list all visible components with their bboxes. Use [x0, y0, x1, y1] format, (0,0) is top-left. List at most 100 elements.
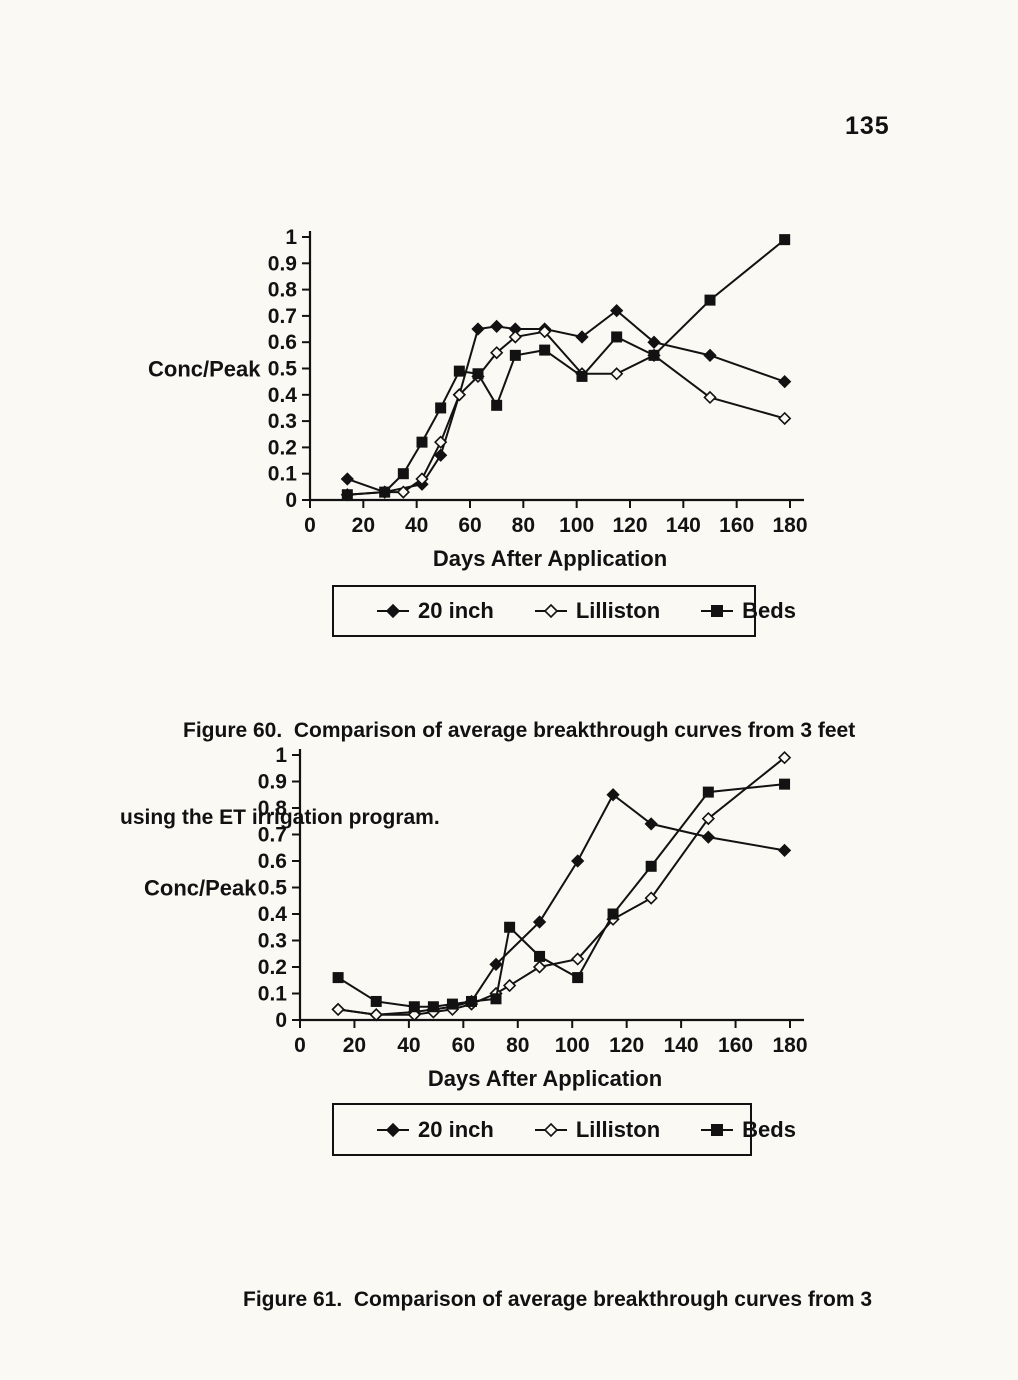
legend-item-beds: Beds [700, 598, 796, 624]
open-diamond-marker [610, 367, 624, 381]
open-diamond-marker [452, 388, 466, 402]
filled-square-marker [576, 370, 588, 382]
open-diamond-marker [538, 325, 552, 339]
x-tick-label: 100 [555, 1034, 590, 1057]
y-tick-label: 0.9 [268, 252, 297, 275]
x-tick-label: 60 [458, 514, 481, 537]
filled-square-marker [534, 950, 546, 962]
filled-diamond-marker [647, 335, 661, 349]
filled-diamond-icon [377, 1122, 409, 1137]
figure-60-caption-line1: Figure 60. Comparison of average breakth… [183, 719, 856, 742]
filled-square-marker [648, 349, 660, 361]
open-diamond-marker [777, 751, 792, 765]
open-diamond-marker [543, 1122, 558, 1137]
filled-diamond-marker [490, 319, 504, 334]
filled-square-marker [379, 486, 391, 498]
y-tick-label: 0.8 [268, 279, 298, 302]
x-tick-label: 20 [352, 514, 375, 537]
x-tick-label: 180 [772, 1034, 807, 1057]
figure-61-chart: 0 0.1 0.2 0.3 0.4 0.5 0.6 0.7 0.8 0.9 1 0 20 40 60 80 10… [140, 740, 840, 1092]
filled-diamond-marker [434, 448, 448, 462]
filled-diamond-marker [532, 915, 547, 929]
figure-61-legend: 20 inch Lilliston Beds [332, 1103, 796, 1156]
filled-square-marker [539, 344, 551, 356]
x-tick-label: 80 [512, 514, 535, 537]
x-tick-label: 0 [294, 1034, 306, 1057]
open-diamond-icon [534, 1122, 567, 1137]
open-diamond-marker [331, 1002, 345, 1017]
legend-label: Beds [742, 598, 796, 623]
series-line-beds [337, 783, 785, 1008]
x-tick-label: 140 [666, 514, 701, 537]
x-tick-label: 0 [304, 514, 316, 537]
filled-square-marker [490, 993, 502, 1005]
y-tick-label: 0 [275, 1009, 287, 1032]
filled-square-marker [491, 399, 503, 411]
filled-square-marker [645, 860, 657, 872]
legend-item-20-inch: 20 inch [376, 598, 494, 624]
open-diamond-marker [571, 952, 585, 966]
y-tick-label: 1 [285, 226, 297, 249]
y-tick-label: 0.8 [258, 797, 288, 820]
y-tick-label: 0.3 [268, 410, 297, 433]
legend-label: Lilliston [575, 598, 661, 623]
open-diamond-marker [701, 811, 715, 826]
x-tick-label: 80 [506, 1034, 529, 1057]
open-diamond-marker [502, 978, 517, 993]
filled-square-marker [341, 489, 353, 501]
filled-square-marker [435, 402, 447, 414]
filled-square-marker [446, 998, 458, 1010]
filled-square-marker [416, 436, 428, 448]
figure-60-caption: Figure 60. Comparison of average breakth… [120, 658, 910, 890]
series-line-lilliston [347, 330, 785, 496]
x-tick-label: 120 [609, 1034, 644, 1057]
legend-item-beds: Beds [700, 1117, 796, 1143]
y-tick-label: 1 [275, 744, 287, 767]
open-diamond-marker [396, 485, 410, 499]
y-tick-label: 0.5 [258, 877, 288, 900]
filled-square-marker [779, 778, 791, 790]
filled-diamond-marker [385, 603, 401, 619]
figure-60-legend: 20 inch Lilliston Beds [332, 585, 796, 637]
filled-square-marker [370, 995, 382, 1007]
filled-square-marker [427, 1001, 439, 1013]
y-tick-label: 0 [285, 489, 297, 512]
x-tick-label: 180 [772, 514, 807, 537]
filled-square-marker [607, 908, 619, 920]
legend-label: Beds [742, 1116, 796, 1142]
legend-item-lilliston: Lilliston [534, 598, 660, 624]
filled-square-marker [504, 921, 516, 933]
filled-square-marker [702, 786, 714, 798]
filled-square-marker [704, 294, 716, 306]
filled-square-marker [332, 972, 344, 984]
series-line-beds [347, 238, 786, 496]
y-tick-label: 0.1 [268, 463, 298, 486]
open-diamond-marker [644, 891, 658, 905]
x-tick-label: 120 [612, 514, 647, 537]
figure-60-chart: 0 0.1 0.2 0.3 0.4 0.5 0.6 0.7 0.8 0.9 1 0 20 40 60 80 10… [140, 222, 840, 574]
filled-square-icon [701, 605, 734, 617]
filled-square-marker [572, 972, 584, 984]
y-axis-label: Conc/Peak [148, 357, 261, 382]
y-tick-label: 0.1 [258, 983, 288, 1006]
open-diamond-icon [534, 603, 567, 619]
filled-square-marker [472, 368, 484, 380]
filled-square-marker [711, 1123, 724, 1136]
x-axis-label: Days After Application [428, 1066, 662, 1091]
filled-square-marker [711, 605, 724, 617]
filled-diamond-marker [701, 830, 715, 844]
filled-square-marker [779, 234, 791, 246]
figure-60-caption-line2: using the ET irrigation program. [120, 806, 440, 829]
x-tick-label: 20 [343, 1034, 366, 1057]
y-tick-label: 0.3 [258, 930, 287, 953]
legend-label: Lilliston [575, 1116, 661, 1142]
chart-1-svg: 0 0.1 0.2 0.3 0.4 0.5 0.6 0.7 0.8 0.9 1 0 20 40 60 80 10… [144, 744, 808, 1091]
y-tick-label: 0.4 [268, 384, 298, 407]
legend-item-20-inch: 20 inch [376, 1117, 494, 1143]
series-line-20-inch [337, 793, 785, 1016]
y-axis-label: Conc/Peak [144, 876, 257, 901]
filled-diamond-marker [703, 348, 717, 362]
figure-61-caption-line1: Figure 61. Comparison of average breakth… [243, 1288, 873, 1311]
open-diamond-marker [490, 346, 504, 360]
filled-diamond-marker [489, 957, 503, 971]
